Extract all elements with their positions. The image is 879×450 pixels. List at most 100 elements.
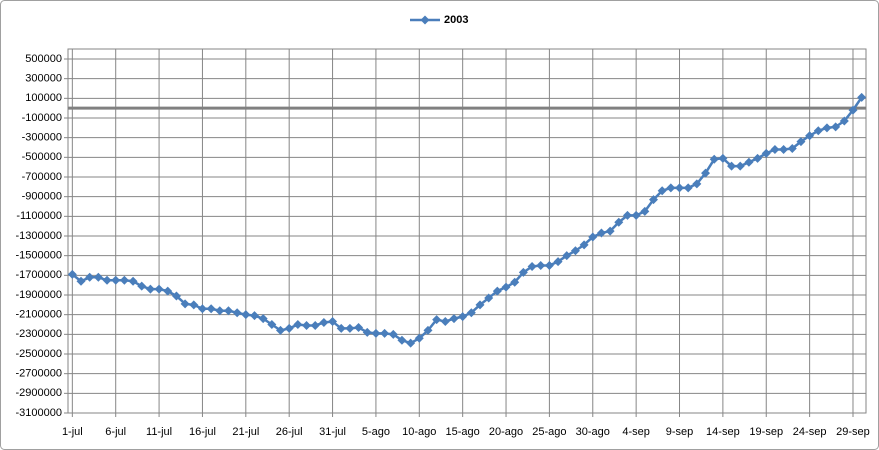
data-point — [718, 153, 728, 163]
y-tick-label: -700000 — [22, 171, 62, 183]
y-tick-label: -2700000 — [16, 368, 63, 380]
data-point — [128, 276, 138, 286]
data-point — [85, 272, 95, 282]
x-tick-label: 10-ago — [402, 426, 436, 438]
data-point — [397, 335, 407, 345]
y-tick-label: -500000 — [22, 151, 62, 163]
data-point — [249, 311, 259, 321]
data-point — [735, 161, 745, 171]
y-tick-label: -900000 — [22, 191, 62, 203]
y-tick-label: -300000 — [22, 132, 62, 144]
data-point — [839, 116, 849, 126]
data-point — [492, 286, 502, 296]
data-point — [466, 308, 476, 318]
data-point — [614, 217, 624, 227]
y-tick-label: -2300000 — [16, 328, 63, 340]
data-point — [553, 257, 563, 267]
data-point — [562, 251, 572, 261]
data-point — [406, 338, 416, 348]
data-point — [154, 284, 164, 294]
data-point — [510, 277, 520, 287]
data-point — [753, 153, 763, 163]
data-point — [475, 300, 485, 310]
x-tick-label: 9-sep — [666, 426, 694, 438]
y-tick-label: -3100000 — [16, 407, 63, 419]
data-point — [683, 183, 693, 193]
y-tick-label: -1500000 — [16, 250, 63, 262]
x-tick-label: 5-ago — [362, 426, 390, 438]
data-point — [709, 154, 719, 164]
data-point — [458, 312, 468, 322]
data-point — [267, 320, 277, 329]
data-point — [544, 261, 554, 270]
data-point — [579, 240, 589, 250]
data-point — [831, 122, 841, 132]
data-point — [137, 281, 147, 291]
data-point — [701, 168, 711, 178]
x-tick-label: 6-jul — [105, 426, 126, 438]
data-point — [796, 137, 806, 147]
x-tick-label: 16-jul — [189, 426, 216, 438]
data-point — [692, 179, 702, 189]
data-point — [484, 293, 494, 303]
data-point — [449, 314, 459, 324]
x-tick-label: 14-sep — [706, 426, 740, 438]
y-tick-label: -2900000 — [16, 387, 63, 399]
data-point — [414, 333, 424, 343]
x-tick-label: 20-ago — [489, 426, 523, 438]
y-tick-label: -1300000 — [16, 230, 63, 242]
x-tick-label: 11-jul — [146, 426, 172, 438]
legend-label: 2003 — [444, 14, 468, 26]
data-point — [76, 276, 86, 286]
data-point — [380, 328, 390, 338]
data-point — [727, 161, 737, 171]
data-point — [93, 272, 103, 282]
data-point — [206, 304, 216, 314]
data-point — [119, 275, 129, 285]
data-point — [596, 228, 606, 238]
data-point — [813, 126, 823, 136]
data-point — [67, 269, 77, 279]
data-point — [501, 282, 511, 292]
data-point — [319, 318, 329, 328]
data-point — [857, 92, 867, 102]
data-point — [779, 144, 789, 154]
data-point — [675, 183, 685, 193]
y-tick-label: -100000 — [22, 112, 62, 124]
data-point — [215, 306, 225, 316]
data-point — [787, 143, 797, 153]
data-point — [328, 317, 338, 327]
data-point — [805, 131, 815, 141]
y-tick-label: 500000 — [25, 53, 62, 65]
data-point — [171, 291, 181, 301]
x-tick-label: 29-sep — [836, 426, 870, 438]
data-point — [310, 320, 320, 330]
data-point — [822, 123, 832, 133]
data-point — [640, 206, 650, 216]
x-tick-label: 24-sep — [793, 426, 827, 438]
data-point — [293, 320, 303, 329]
data-point — [527, 261, 537, 271]
data-point — [388, 329, 398, 339]
data-point — [631, 210, 641, 220]
data-point — [284, 323, 294, 333]
data-point — [241, 310, 251, 320]
data-point — [605, 226, 615, 236]
data-point — [302, 320, 312, 330]
data-point — [744, 157, 754, 167]
x-tick-label: 15-ago — [446, 426, 480, 438]
data-point — [111, 275, 121, 285]
data-point — [180, 299, 190, 309]
data-point — [570, 246, 580, 256]
data-point — [232, 308, 242, 318]
y-tick-label: -1700000 — [16, 269, 63, 281]
y-tick-label: -1900000 — [16, 289, 63, 301]
x-tick-label: 25-ago — [532, 426, 566, 438]
data-point — [657, 186, 667, 196]
data-point — [197, 304, 207, 314]
data-point — [223, 306, 233, 316]
x-tick-label: 30-ago — [576, 426, 610, 438]
plot-area — [67, 48, 867, 414]
data-point — [362, 327, 372, 337]
